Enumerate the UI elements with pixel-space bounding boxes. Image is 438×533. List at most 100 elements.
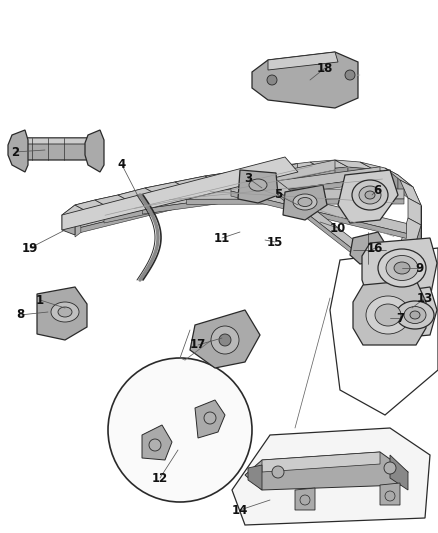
Text: 3: 3 [244, 172, 252, 184]
Polygon shape [398, 175, 413, 202]
Circle shape [204, 412, 216, 424]
Polygon shape [8, 130, 28, 172]
Polygon shape [360, 162, 398, 175]
Text: 15: 15 [267, 236, 283, 248]
Text: 12: 12 [152, 472, 168, 484]
Text: 5: 5 [274, 189, 282, 201]
Circle shape [108, 358, 252, 502]
Circle shape [300, 495, 310, 505]
Polygon shape [187, 189, 404, 199]
Circle shape [385, 491, 395, 501]
Polygon shape [350, 232, 386, 264]
Polygon shape [271, 185, 388, 281]
Polygon shape [18, 138, 92, 144]
Polygon shape [373, 169, 398, 190]
Polygon shape [298, 169, 323, 187]
Ellipse shape [396, 301, 434, 329]
Polygon shape [142, 167, 380, 209]
Circle shape [384, 462, 396, 474]
Polygon shape [232, 168, 273, 179]
Text: 14: 14 [232, 504, 248, 516]
Polygon shape [175, 176, 218, 189]
Polygon shape [285, 162, 323, 172]
Ellipse shape [365, 191, 375, 199]
Polygon shape [400, 218, 421, 252]
Polygon shape [75, 212, 88, 237]
Polygon shape [323, 167, 348, 184]
Text: 4: 4 [118, 158, 126, 172]
Polygon shape [62, 205, 88, 222]
Ellipse shape [352, 180, 388, 210]
Polygon shape [158, 189, 188, 210]
Polygon shape [187, 199, 404, 204]
Polygon shape [310, 160, 348, 169]
Polygon shape [260, 165, 298, 175]
Ellipse shape [394, 262, 410, 274]
Ellipse shape [404, 306, 426, 324]
Polygon shape [62, 215, 75, 235]
Polygon shape [348, 167, 373, 184]
Polygon shape [368, 272, 398, 305]
Polygon shape [190, 310, 260, 368]
Polygon shape [81, 164, 297, 228]
Polygon shape [252, 52, 358, 108]
Ellipse shape [359, 186, 381, 204]
Ellipse shape [378, 249, 426, 287]
Polygon shape [380, 287, 437, 339]
Polygon shape [232, 428, 430, 525]
Ellipse shape [298, 198, 312, 206]
Polygon shape [385, 168, 413, 187]
Polygon shape [400, 180, 421, 205]
Circle shape [219, 334, 231, 346]
Polygon shape [413, 187, 421, 220]
Text: 11: 11 [214, 231, 230, 245]
Polygon shape [231, 181, 406, 233]
Polygon shape [142, 425, 172, 460]
Polygon shape [362, 238, 437, 303]
Text: 8: 8 [16, 309, 24, 321]
Text: 13: 13 [417, 292, 433, 304]
Polygon shape [413, 225, 421, 267]
Circle shape [211, 326, 239, 354]
Ellipse shape [386, 255, 418, 280]
Text: 19: 19 [22, 241, 38, 254]
Polygon shape [385, 245, 413, 279]
Polygon shape [271, 175, 388, 277]
Polygon shape [145, 182, 188, 195]
Polygon shape [37, 287, 87, 340]
Polygon shape [95, 195, 131, 207]
Polygon shape [245, 175, 273, 194]
Polygon shape [381, 279, 398, 320]
Polygon shape [85, 130, 104, 172]
Polygon shape [108, 202, 131, 222]
Polygon shape [142, 177, 380, 214]
Polygon shape [231, 191, 406, 238]
Polygon shape [195, 400, 225, 438]
Circle shape [149, 439, 161, 451]
Circle shape [272, 466, 284, 478]
Polygon shape [88, 207, 108, 227]
Polygon shape [245, 452, 408, 490]
Polygon shape [75, 200, 108, 212]
Circle shape [345, 70, 355, 80]
Polygon shape [81, 174, 297, 232]
Polygon shape [238, 170, 278, 203]
Ellipse shape [366, 296, 410, 334]
Polygon shape [408, 198, 421, 225]
Text: 1: 1 [36, 294, 44, 306]
Polygon shape [273, 172, 298, 190]
Ellipse shape [249, 179, 267, 191]
Polygon shape [338, 170, 398, 223]
Ellipse shape [293, 194, 317, 210]
Polygon shape [131, 195, 158, 217]
Polygon shape [218, 179, 245, 198]
Text: 9: 9 [416, 262, 424, 274]
Ellipse shape [410, 311, 420, 319]
Text: 2: 2 [11, 146, 19, 158]
Polygon shape [104, 170, 335, 223]
Polygon shape [380, 483, 400, 505]
Text: 7: 7 [396, 311, 404, 325]
Polygon shape [62, 157, 298, 230]
Ellipse shape [58, 307, 72, 317]
Polygon shape [188, 183, 218, 204]
